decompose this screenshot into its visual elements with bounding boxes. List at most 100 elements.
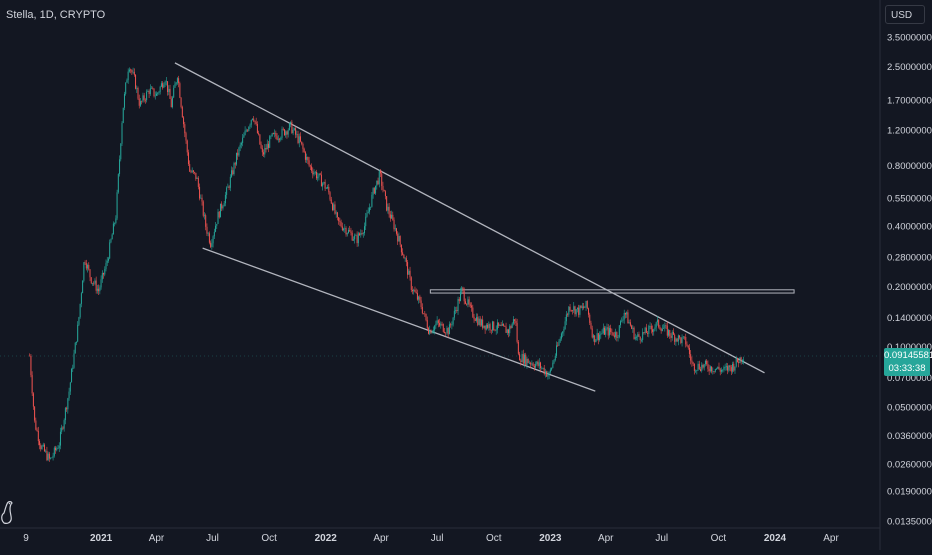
candle-body	[522, 354, 524, 364]
candle-body	[239, 144, 241, 148]
candle-body	[367, 211, 369, 214]
candle-body	[580, 305, 582, 308]
candle-body	[338, 217, 340, 221]
y-tick-label: 1.70000000	[887, 95, 932, 106]
candle-body	[255, 121, 257, 125]
currency-button[interactable]: USD	[885, 5, 925, 24]
candle-body	[588, 308, 590, 315]
candle-body	[125, 82, 127, 94]
candle-body	[259, 134, 261, 145]
candle-body	[221, 203, 223, 209]
candle-body	[174, 84, 176, 88]
candle-body	[80, 293, 82, 304]
candle-body	[302, 143, 304, 149]
candle-body	[229, 176, 231, 188]
candle-body	[516, 323, 518, 342]
candle-body	[104, 269, 106, 275]
candle-body	[377, 180, 379, 185]
candle-body	[541, 367, 543, 369]
candle-body	[303, 148, 305, 153]
candle-body	[521, 354, 523, 363]
candle-body	[277, 138, 279, 140]
candle-body	[109, 242, 111, 259]
candle-body	[381, 173, 383, 186]
candle-body	[455, 309, 457, 311]
candle-body	[558, 341, 560, 346]
candle-body	[363, 226, 365, 234]
candle-body	[202, 201, 204, 216]
candle-body	[330, 199, 332, 204]
candle-body	[119, 159, 121, 175]
candle-body	[51, 457, 53, 459]
candle-body	[686, 344, 688, 346]
candle-body	[394, 228, 396, 230]
candle-body	[515, 321, 517, 324]
candle-body	[309, 165, 311, 167]
candle-body	[366, 213, 368, 217]
candle-body	[661, 328, 663, 331]
candle-body	[648, 326, 650, 334]
candle-body	[586, 300, 588, 309]
trendline[interactable]	[202, 247, 596, 392]
candle-body	[53, 447, 55, 456]
candle-body	[392, 214, 394, 220]
x-tick-label: 9	[23, 533, 29, 544]
candle-body	[596, 333, 598, 340]
resistance-band[interactable]	[429, 289, 795, 294]
candle-body	[482, 319, 484, 328]
candle-body	[350, 231, 352, 233]
candle-body	[520, 360, 522, 363]
candle-body	[126, 80, 128, 83]
tradingview-logo-icon[interactable]	[0, 498, 16, 524]
candle-body	[647, 332, 649, 334]
x-tick-label: 2022	[315, 533, 338, 544]
candle-body	[355, 235, 357, 237]
candle-body	[506, 329, 508, 333]
candle-body	[405, 258, 407, 263]
candle-body	[331, 203, 333, 211]
candle-body	[606, 327, 608, 329]
candle-body	[404, 258, 406, 259]
candle-body	[260, 144, 262, 149]
candle-body	[128, 69, 130, 72]
candle-body	[212, 236, 214, 244]
candle-body	[147, 91, 149, 92]
candle-body	[623, 312, 625, 320]
candle-body	[253, 118, 255, 121]
candle-body	[547, 374, 549, 377]
candle-body	[186, 140, 188, 153]
candle-body	[292, 129, 294, 134]
candle-body	[127, 71, 129, 81]
candle-body	[543, 367, 545, 374]
candle-body	[46, 450, 48, 461]
candle-body	[563, 329, 565, 332]
candle-body	[335, 212, 337, 214]
candle-body	[323, 182, 325, 184]
candle-body	[615, 332, 617, 337]
candle-body	[399, 236, 401, 245]
candle-body	[684, 336, 686, 338]
candle-body	[569, 306, 571, 311]
candle-body	[628, 322, 630, 324]
trendline[interactable]	[174, 62, 765, 374]
candle-body	[607, 327, 609, 336]
candle-body	[106, 260, 108, 263]
candle-body	[572, 310, 574, 312]
candle-body	[549, 369, 551, 373]
candle-body	[414, 289, 416, 292]
candle-body	[634, 337, 636, 339]
candle-body	[57, 448, 59, 449]
candle-body	[333, 204, 335, 211]
candle-body	[581, 306, 583, 308]
candle-body	[644, 327, 646, 333]
candle-body	[611, 331, 613, 333]
candle-body	[712, 371, 714, 372]
candle-body	[601, 332, 603, 334]
candle-body	[610, 328, 612, 332]
candle-body	[697, 363, 699, 370]
